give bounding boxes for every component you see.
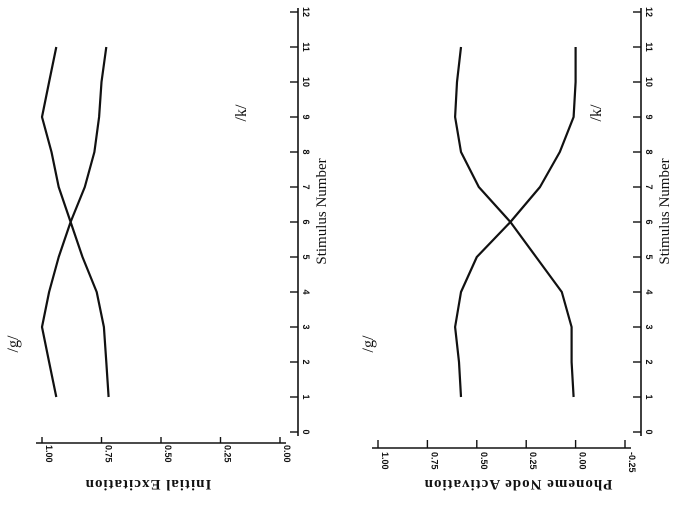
y-tick-label: 0.75 <box>429 452 439 470</box>
x-tick-label: 5 <box>644 254 654 259</box>
series-line-1 <box>454 47 577 398</box>
series-line-2 <box>40 46 110 398</box>
series-line-1 <box>40 46 108 398</box>
series-label: /k/ <box>588 104 605 121</box>
x-tick-label: 1 <box>644 394 654 399</box>
x-tick-label: 9 <box>301 114 311 119</box>
y-tick-label: 0.75 <box>104 445 114 463</box>
series-line-2 <box>454 46 575 398</box>
y-axis-label: Phoneme Node Activation <box>424 476 613 492</box>
x-tick-label: 4 <box>644 289 654 294</box>
x-tick-label: 1 <box>301 394 311 399</box>
x-tick-label: 3 <box>644 324 654 329</box>
x-tick-label: 10 <box>644 77 654 87</box>
x-tick-label: 8 <box>301 149 311 154</box>
y-tick-label: 1.00 <box>44 445 54 463</box>
x-tick-label: 7 <box>644 184 654 189</box>
y-tick-label: 0.00 <box>282 445 292 463</box>
x-tick-label: 8 <box>644 149 654 154</box>
y-tick-label: 0.50 <box>479 452 489 470</box>
chart-2: -0.250.000.250.500.751.00012345678910111… <box>360 7 673 492</box>
y-tick-label: 0.25 <box>223 445 233 463</box>
x-tick-label: 10 <box>301 77 311 87</box>
x-tick-label: 11 <box>301 42 311 52</box>
x-axis-label: Stimulus Number <box>657 158 673 264</box>
x-tick-label: 6 <box>644 219 654 224</box>
x-tick-label: 9 <box>644 114 654 119</box>
y-axis-label: Initial Excitation <box>85 476 212 492</box>
chart-1: 0.000.250.500.751.000123456789101112Stim… <box>5 7 330 492</box>
x-axis-label: Stimulus Number <box>314 158 330 264</box>
x-tick-label: 2 <box>644 359 654 364</box>
x-tick-label: 0 <box>301 429 311 434</box>
x-tick-label: 0 <box>644 429 654 434</box>
y-tick-label: 0.25 <box>528 452 538 470</box>
x-tick-label: 12 <box>644 7 654 17</box>
x-tick-label: 4 <box>301 289 311 294</box>
x-tick-label: 7 <box>301 184 311 189</box>
x-tick-label: 2 <box>301 359 311 364</box>
x-tick-label: 11 <box>644 42 654 52</box>
series-label: /g/ <box>360 335 377 352</box>
y-tick-label: 1.00 <box>380 452 390 470</box>
series-label: /k/ <box>233 104 250 121</box>
y-tick-label: -0.25 <box>627 452 637 473</box>
y-tick-label: 0.00 <box>578 452 588 470</box>
x-tick-label: 12 <box>301 7 311 17</box>
x-tick-label: 5 <box>301 254 311 259</box>
x-tick-label: 3 <box>301 324 311 329</box>
x-tick-label: 6 <box>301 219 311 224</box>
y-tick-label: 0.50 <box>163 445 173 463</box>
series-label: /g/ <box>5 335 22 352</box>
